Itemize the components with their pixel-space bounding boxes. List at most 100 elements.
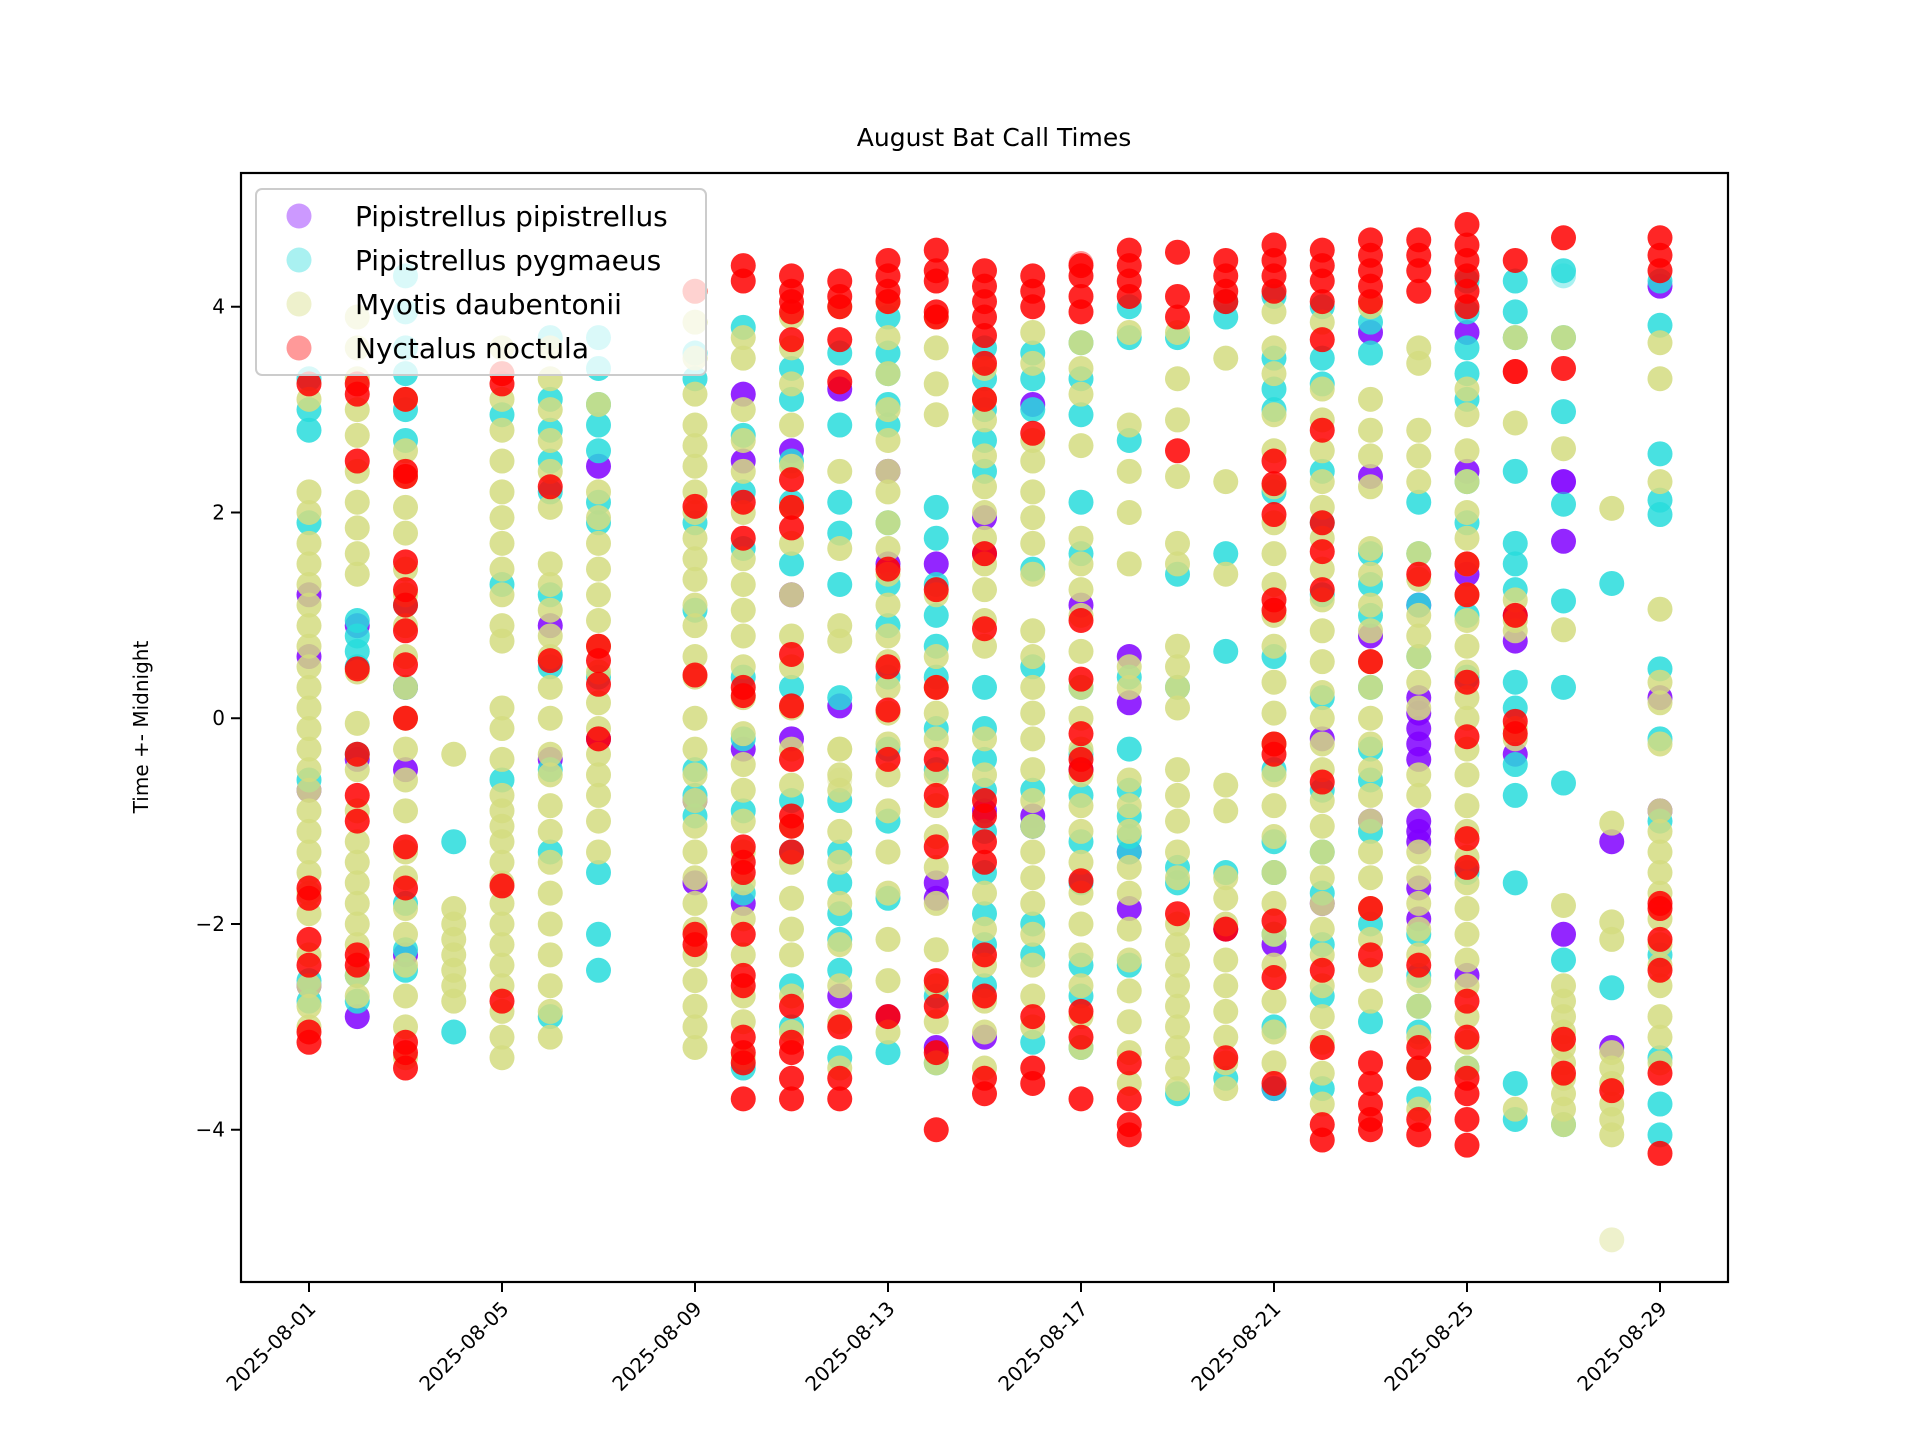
data-point bbox=[923, 525, 949, 551]
data-point bbox=[586, 648, 611, 674]
data-point bbox=[1165, 530, 1190, 556]
data-point bbox=[1068, 381, 1094, 407]
data-point bbox=[489, 530, 515, 556]
data-point bbox=[1261, 860, 1287, 886]
data-point bbox=[682, 592, 708, 618]
data-point bbox=[537, 911, 563, 937]
data-point bbox=[1261, 669, 1287, 695]
data-point bbox=[441, 1019, 467, 1045]
data-point bbox=[875, 1040, 901, 1066]
data-point bbox=[1358, 417, 1383, 443]
data-point bbox=[1165, 952, 1190, 978]
data-point bbox=[393, 386, 418, 412]
data-point bbox=[296, 674, 322, 700]
data-point bbox=[296, 530, 322, 556]
data-point bbox=[1358, 839, 1383, 865]
data-point bbox=[779, 916, 804, 942]
data-point bbox=[1165, 973, 1190, 999]
data-point bbox=[1647, 690, 1673, 716]
data-point bbox=[1116, 319, 1142, 345]
data-point bbox=[682, 865, 708, 891]
data-point bbox=[1551, 355, 1576, 381]
data-point bbox=[875, 397, 901, 423]
data-point bbox=[1020, 505, 1046, 531]
data-point bbox=[1454, 669, 1480, 695]
data-point bbox=[1358, 782, 1383, 808]
data-point bbox=[1116, 736, 1142, 762]
data-point bbox=[489, 556, 515, 582]
data-point bbox=[586, 479, 611, 505]
data-point bbox=[730, 489, 756, 515]
data-point bbox=[1068, 868, 1094, 894]
data-point-faded bbox=[1599, 1227, 1625, 1253]
data-point bbox=[1551, 469, 1576, 495]
data-point bbox=[827, 818, 853, 844]
data-point bbox=[682, 453, 708, 479]
data-point bbox=[730, 597, 756, 623]
data-point bbox=[1599, 810, 1625, 836]
data-point bbox=[537, 572, 563, 598]
data-point bbox=[1502, 1070, 1528, 1096]
data-point bbox=[1116, 458, 1142, 484]
data-point bbox=[1406, 782, 1432, 808]
data-point bbox=[827, 1086, 853, 1112]
data-point bbox=[779, 412, 804, 438]
data-point bbox=[1068, 911, 1094, 937]
y-axis: −4 −2 0 2 4 bbox=[196, 295, 241, 1142]
data-point bbox=[393, 767, 418, 793]
data-point bbox=[1020, 813, 1046, 839]
data-point bbox=[875, 458, 901, 484]
data-point bbox=[923, 993, 949, 1019]
data-point bbox=[1406, 1034, 1432, 1060]
data-point bbox=[1551, 588, 1576, 614]
data-point bbox=[682, 839, 708, 865]
data-point bbox=[972, 726, 997, 752]
data-point bbox=[972, 616, 997, 642]
data-point bbox=[1068, 721, 1094, 747]
data-point bbox=[875, 926, 901, 952]
data-point bbox=[1261, 541, 1287, 567]
data-point bbox=[827, 535, 853, 561]
data-point bbox=[1261, 908, 1287, 934]
data-point bbox=[489, 1045, 515, 1071]
data-point bbox=[779, 885, 804, 911]
data-point bbox=[1261, 502, 1287, 528]
data-point bbox=[1647, 441, 1673, 467]
data-point bbox=[1502, 299, 1528, 325]
data-point bbox=[1261, 335, 1287, 361]
data-point bbox=[1647, 502, 1673, 528]
data-point bbox=[779, 813, 804, 839]
data-point bbox=[1454, 551, 1480, 577]
data-point-faded bbox=[1502, 359, 1528, 385]
data-point bbox=[1454, 947, 1480, 973]
data-point bbox=[923, 782, 949, 808]
data-point bbox=[537, 494, 563, 520]
data-point bbox=[1165, 1076, 1190, 1102]
data-point bbox=[682, 613, 708, 639]
data-point bbox=[296, 417, 322, 443]
data-point bbox=[1502, 782, 1528, 808]
data-point bbox=[1020, 890, 1046, 916]
data-point bbox=[1454, 724, 1480, 750]
data-point bbox=[1068, 551, 1094, 577]
data-point bbox=[1454, 793, 1480, 819]
data-point bbox=[1165, 808, 1190, 834]
data-point bbox=[296, 839, 322, 865]
data-point bbox=[1213, 947, 1239, 973]
data-point bbox=[1647, 366, 1673, 392]
data-point bbox=[1358, 674, 1383, 700]
data-point bbox=[393, 618, 418, 644]
data-point bbox=[296, 499, 322, 525]
data-point bbox=[586, 530, 611, 556]
data-point bbox=[344, 489, 370, 515]
data-point bbox=[344, 782, 370, 808]
data-point bbox=[875, 535, 901, 561]
data-point bbox=[586, 505, 611, 531]
data-point bbox=[1502, 325, 1528, 351]
data-point bbox=[489, 417, 515, 443]
data-point bbox=[875, 479, 901, 505]
data-point bbox=[1502, 721, 1528, 747]
data-point bbox=[1261, 402, 1287, 428]
data-point bbox=[1358, 340, 1383, 366]
data-point bbox=[779, 551, 804, 577]
